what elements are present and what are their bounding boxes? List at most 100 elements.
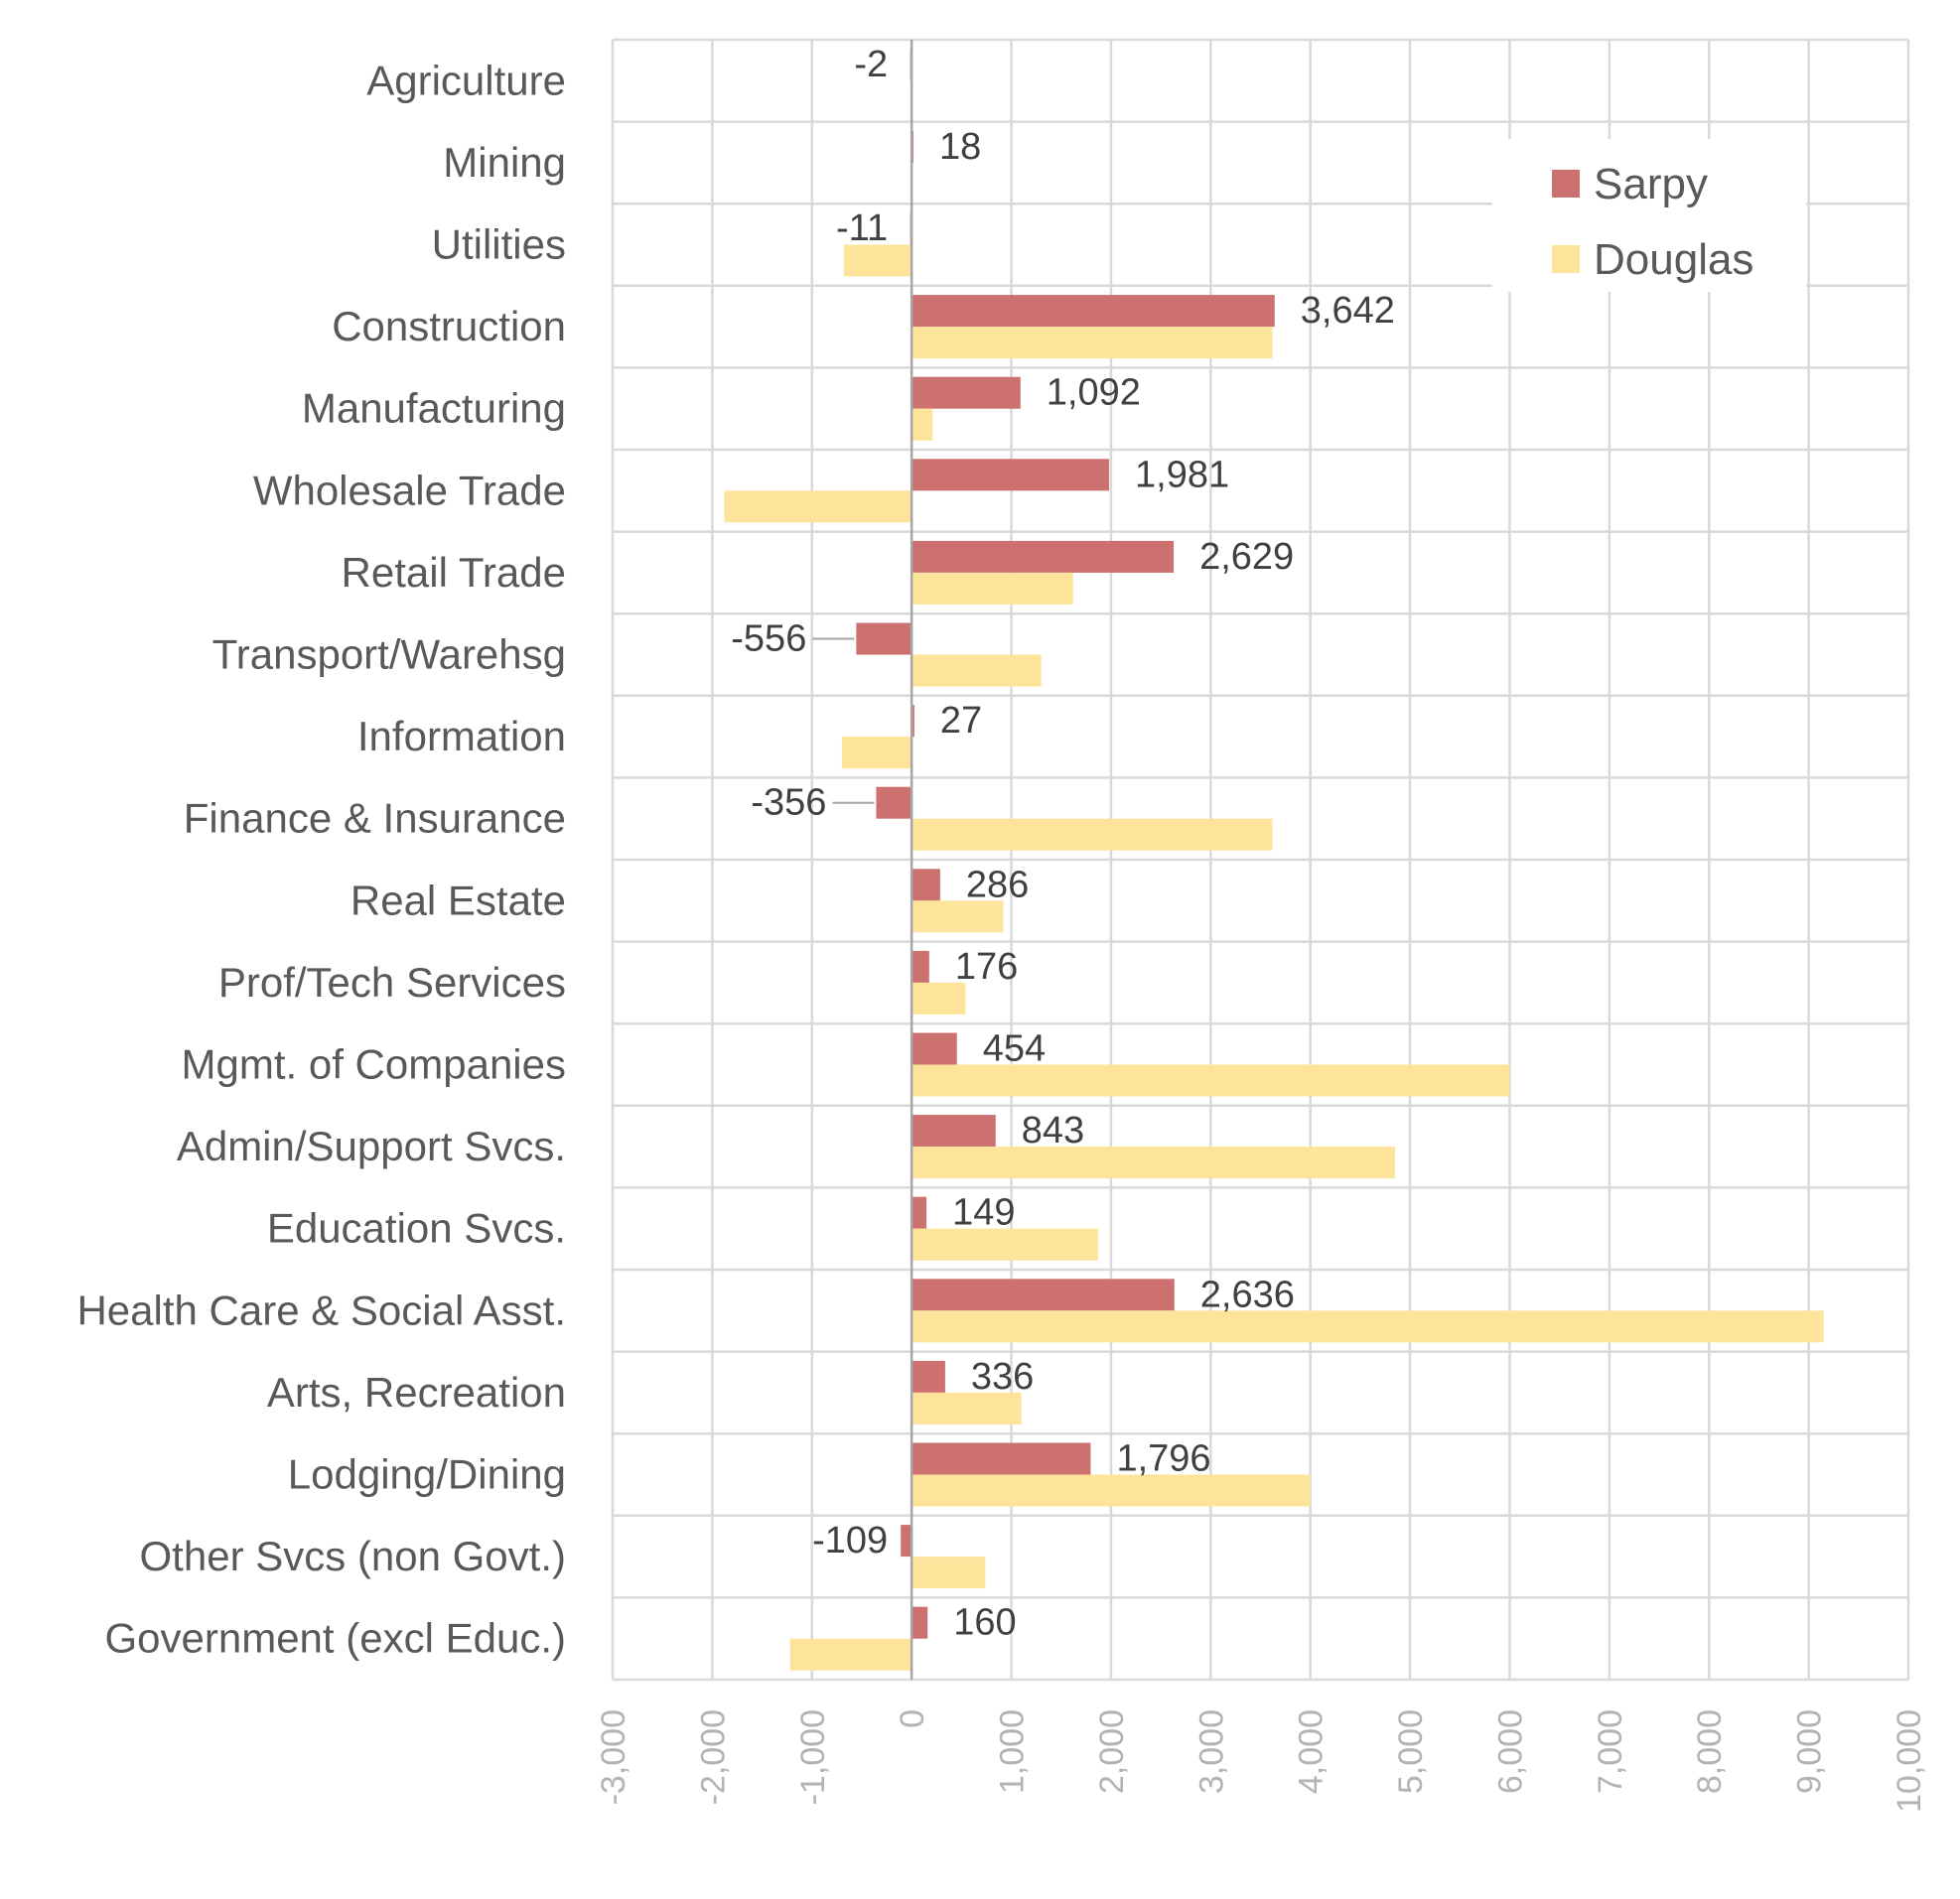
sarpy-bar — [911, 1606, 928, 1639]
tick-label: 9,000 — [1791, 1709, 1829, 1794]
category-label: Mgmt. of Companies — [182, 1041, 566, 1088]
data-label: 160 — [953, 1602, 1016, 1644]
data-label: 176 — [955, 946, 1018, 988]
data-label: 336 — [971, 1356, 1034, 1398]
data-label: 2,629 — [1199, 536, 1294, 578]
douglas-bar — [911, 327, 1273, 359]
legend-swatch-douglas — [1552, 245, 1580, 273]
legend-label: Douglas — [1594, 235, 1753, 284]
tick-label: -3,000 — [595, 1709, 632, 1805]
douglas-bar — [911, 572, 1073, 605]
legend: Sarpy Douglas — [1492, 139, 1806, 292]
category-label: Retail Trade — [342, 549, 566, 596]
tick-label: -1,000 — [794, 1709, 832, 1805]
tick-label: 4,000 — [1293, 1709, 1330, 1794]
data-label: 27 — [940, 700, 982, 742]
sarpy-bar — [911, 1279, 1175, 1311]
sarpy-bar — [911, 1032, 957, 1065]
sarpy-bar — [911, 1442, 1091, 1475]
data-label: 1,981 — [1135, 454, 1229, 495]
sarpy-bar — [901, 1525, 912, 1558]
bars — [724, 49, 1824, 1671]
sarpy-bar — [856, 622, 912, 655]
data-label: -2 — [854, 44, 888, 85]
tick-label: 1,000 — [994, 1709, 1032, 1794]
category-label: Health Care & Social Asst. — [76, 1287, 566, 1333]
sarpy-bar — [911, 869, 940, 901]
douglas-bar — [843, 244, 912, 277]
data-label: 149 — [952, 1192, 1015, 1234]
douglas-bar — [911, 1310, 1824, 1343]
tick-label: 10,000 — [1890, 1709, 1928, 1813]
data-label: 3,642 — [1301, 290, 1395, 332]
category-label: Information — [357, 713, 566, 759]
data-label: -356 — [751, 782, 826, 824]
sarpy-bar — [911, 1115, 996, 1148]
tick-label: 8,000 — [1691, 1709, 1729, 1794]
data-label: 843 — [1022, 1110, 1084, 1152]
data-label: -109 — [812, 1520, 888, 1561]
douglas-bar — [911, 1392, 1022, 1424]
douglas-bar — [911, 1557, 986, 1589]
douglas-bar — [911, 982, 966, 1015]
douglas-bar — [911, 1228, 1098, 1261]
value-axis: -3,000 -2,000 -1,000 0 1,000 2,000 3,000 4,000 5… — [595, 1709, 1928, 1813]
category-label: Mining — [443, 139, 566, 186]
category-label: Other Svcs (non Govt.) — [140, 1533, 566, 1579]
category-label: Agriculture — [366, 57, 566, 103]
category-label: Construction — [332, 303, 566, 349]
data-label: -556 — [731, 618, 806, 660]
sarpy-bar — [911, 950, 929, 983]
douglas-bar — [911, 818, 1273, 851]
sarpy-bar — [911, 540, 1175, 573]
category-label: Manufacturing — [302, 385, 566, 432]
douglas-bar — [911, 1474, 1311, 1507]
data-label: 1,092 — [1047, 372, 1141, 414]
sarpy-bar — [911, 705, 914, 738]
legend-swatch-sarpy — [1552, 170, 1580, 198]
sarpy-bar — [911, 459, 1110, 491]
category-label: Finance & Insurance — [184, 795, 566, 842]
douglas-bar — [911, 654, 1042, 687]
tick-label: 6,000 — [1491, 1709, 1529, 1794]
category-label: Wholesale Trade — [253, 467, 566, 513]
sarpy-bar — [911, 295, 1275, 328]
data-label: 454 — [983, 1028, 1046, 1070]
category-label: Lodging/Dining — [288, 1451, 566, 1498]
legend-label: Sarpy — [1594, 160, 1708, 208]
category-label: Utilities — [432, 221, 566, 268]
douglas-bar — [724, 490, 912, 523]
category-axis: Agriculture Mining Utilities Construction Ma… — [76, 57, 566, 1661]
sarpy-bar — [911, 376, 1021, 409]
douglas-bar — [789, 1638, 912, 1671]
tick-label: 7,000 — [1592, 1709, 1629, 1794]
data-labels: -2 18 -11 3,642 1,092 1,981 2,629 -556 27 -356 286… — [731, 44, 1395, 1644]
category-label: Admin/Support Svcs. — [177, 1123, 566, 1169]
category-label: Arts, Recreation — [267, 1369, 566, 1416]
douglas-bar — [911, 900, 1004, 933]
data-label: 2,636 — [1200, 1274, 1295, 1315]
sarpy-bar — [911, 1196, 927, 1229]
sarpy-bar — [876, 786, 912, 819]
tick-label: -2,000 — [694, 1709, 732, 1805]
legend-background — [1492, 139, 1806, 292]
tick-label: 0 — [894, 1709, 931, 1728]
douglas-bar — [911, 1147, 1396, 1179]
data-label: 286 — [966, 864, 1029, 905]
douglas-bar — [841, 737, 912, 769]
tick-label: 2,000 — [1093, 1709, 1131, 1794]
data-label: -11 — [836, 207, 888, 249]
sarpy-bar — [911, 1360, 945, 1393]
douglas-bar — [911, 1064, 1510, 1097]
data-label: 18 — [939, 126, 981, 168]
category-label: Prof/Tech Services — [218, 959, 566, 1006]
category-label: Education Svcs. — [267, 1205, 566, 1252]
data-label: 1,796 — [1116, 1438, 1210, 1480]
tick-label: 5,000 — [1392, 1709, 1430, 1794]
category-label: Real Estate — [350, 877, 566, 923]
tick-label: 3,000 — [1192, 1709, 1230, 1794]
category-label: Government (excl Educ.) — [104, 1615, 566, 1662]
douglas-bar — [911, 408, 933, 441]
